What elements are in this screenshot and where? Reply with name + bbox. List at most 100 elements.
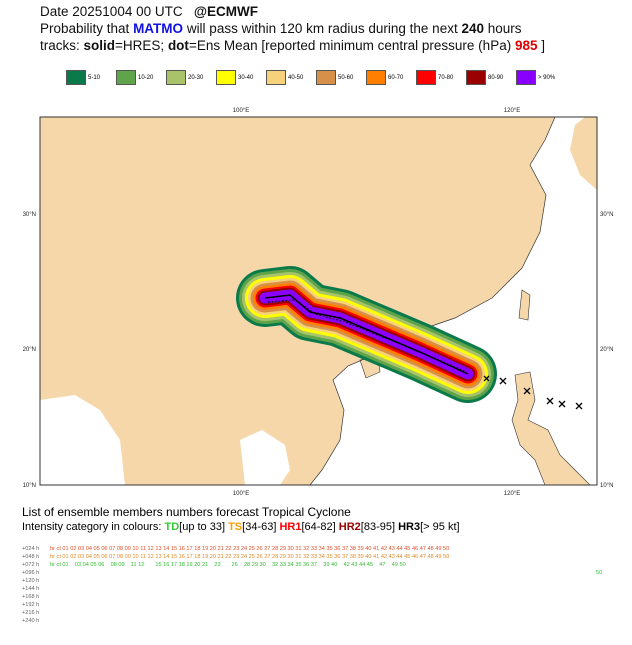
lead-time: +144 h bbox=[22, 586, 40, 592]
legend-swatch bbox=[166, 70, 186, 85]
lon-label: 100°E bbox=[233, 491, 249, 497]
legend-label: 80-90 bbox=[488, 74, 504, 81]
lat-label: 10°N bbox=[600, 483, 613, 489]
text: will pass within 120 km radius during th… bbox=[183, 21, 462, 36]
legend-swatch bbox=[416, 70, 436, 85]
legend-item: 20-30 bbox=[166, 70, 212, 85]
header-line: Probability that MATMO will pass within … bbox=[40, 21, 522, 36]
island bbox=[518, 289, 531, 321]
lead-time: +216 h bbox=[22, 610, 40, 616]
intensity-text: [> 95 kt] bbox=[420, 521, 460, 533]
lon-label: 100°E bbox=[233, 108, 249, 114]
legend-swatch bbox=[516, 70, 536, 85]
legend-label: 10-20 bbox=[138, 74, 154, 81]
text: Probability that bbox=[40, 21, 134, 36]
text: solid bbox=[83, 38, 116, 53]
legend-label: 5-10 bbox=[88, 74, 101, 81]
graticule-labels: 100°E 120°E 100°E 120°E 30°N 20°N 10°N 3… bbox=[23, 108, 614, 497]
lead-time: +024 h bbox=[22, 546, 40, 552]
markers bbox=[483, 375, 583, 410]
table-row: +240 h bbox=[22, 617, 602, 625]
legend-swatch bbox=[116, 70, 136, 85]
legend-item: > 90% bbox=[516, 70, 562, 85]
legend: 5-10 10-20 20-30 30-40 40-50 50-60 60-70 70-80 8… bbox=[66, 70, 562, 85]
legend-label: 30-40 bbox=[238, 74, 254, 81]
legend-item: 50-60 bbox=[316, 70, 362, 85]
text: Date 20251004 00 UTC bbox=[40, 4, 183, 19]
intensity-text: HR1 bbox=[279, 521, 302, 533]
lead-time: +168 h bbox=[22, 594, 40, 600]
legend-swatch bbox=[366, 70, 386, 85]
table-row: +096 h 50 bbox=[22, 569, 602, 577]
sea bbox=[240, 430, 290, 485]
intensity-text: [64-82] bbox=[301, 521, 339, 533]
intensity-line: Intensity category in colours: TD[up to … bbox=[22, 521, 460, 533]
intensity-text: [83-95] bbox=[360, 521, 399, 533]
table-row: +072 h hr ct 01 03 04 05 06 08 09 11 12 1… bbox=[22, 561, 602, 569]
members: 50 bbox=[596, 570, 603, 576]
legend-item: 5-10 bbox=[66, 70, 112, 85]
lead-time: +072 h bbox=[22, 562, 40, 568]
text: tracks: bbox=[40, 38, 84, 53]
lon-label: 120°E bbox=[504, 491, 520, 497]
intensity-text: TD bbox=[164, 521, 180, 533]
map-body bbox=[40, 117, 597, 485]
header-line: tracks: solid=HRES; dot=Ens Mean [report… bbox=[40, 38, 545, 53]
intensity-text: [34-63] bbox=[242, 521, 280, 533]
legend-label: 60-70 bbox=[388, 74, 404, 81]
lead-time: +240 h bbox=[22, 618, 40, 624]
footer-title: List of ensemble members numbers forecas… bbox=[22, 505, 351, 519]
ens-mean-track bbox=[267, 299, 467, 373]
lat-label: 30°N bbox=[600, 212, 613, 218]
lead-time: +096 h bbox=[22, 570, 40, 576]
text: dot bbox=[167, 38, 189, 53]
text: @ECMWF bbox=[193, 4, 259, 19]
legend-item: 30-40 bbox=[216, 70, 262, 85]
legend-swatch bbox=[316, 70, 336, 85]
text: hours bbox=[483, 21, 522, 36]
legend-swatch bbox=[466, 70, 486, 85]
legend-swatch bbox=[66, 70, 86, 85]
intensity-text: Intensity category in colours: bbox=[22, 521, 165, 533]
intensity-text: HR2 bbox=[338, 521, 361, 533]
legend-item: 60-70 bbox=[366, 70, 412, 85]
lat-label: 20°N bbox=[600, 347, 613, 353]
table-row: +048 h hr ct 01 02 03 04 05 06 07 08 09 1… bbox=[22, 553, 602, 561]
legend-item: 40-50 bbox=[266, 70, 312, 85]
land bbox=[570, 117, 597, 190]
legend-label: 70-80 bbox=[438, 74, 454, 81]
lat-label: 10°N bbox=[23, 483, 36, 489]
header-line: Date 20251004 00 UTC @ECMWF bbox=[40, 4, 258, 19]
sea bbox=[40, 395, 125, 485]
legend-label: 20-30 bbox=[188, 74, 204, 81]
members: hr ct 01 02 03 04 05 06 07 08 09 10 11 1… bbox=[50, 554, 450, 560]
legend-item: 80-90 bbox=[466, 70, 512, 85]
legend-swatch bbox=[216, 70, 236, 85]
text: =Ens Mean [reported minimum central pres… bbox=[188, 38, 515, 53]
legend-label: 50-60 bbox=[338, 74, 354, 81]
legend-swatch bbox=[266, 70, 286, 85]
table-row: +192 h bbox=[22, 601, 602, 609]
table-row: +168 h bbox=[22, 593, 602, 601]
member-table: +024 h hr ct 01 02 03 04 05 06 07 08 09 1… bbox=[22, 545, 602, 625]
table-row: +120 h bbox=[22, 577, 602, 585]
text: 240 bbox=[461, 21, 484, 36]
lat-label: 20°N bbox=[23, 347, 36, 353]
pressure: 985 bbox=[514, 38, 538, 53]
island bbox=[511, 371, 591, 485]
lead-time: +192 h bbox=[22, 602, 40, 608]
table-row: +144 h bbox=[22, 585, 602, 593]
lon-label: 120°E bbox=[504, 108, 520, 114]
legend-item: 70-80 bbox=[416, 70, 462, 85]
legend-label: > 90% bbox=[538, 74, 556, 81]
lead-time: +120 h bbox=[22, 578, 40, 584]
hres-track bbox=[264, 294, 469, 375]
table-row: +216 h bbox=[22, 609, 602, 617]
text: =HRES; bbox=[115, 38, 168, 53]
lat-label: 30°N bbox=[23, 212, 36, 218]
intensity-text: [up to 33] bbox=[179, 521, 229, 533]
intensity-text: TS bbox=[228, 521, 243, 533]
members: hr ct 01 03 04 05 06 08 09 11 12 15 16 1… bbox=[50, 562, 406, 568]
legend-item: 10-20 bbox=[116, 70, 162, 85]
